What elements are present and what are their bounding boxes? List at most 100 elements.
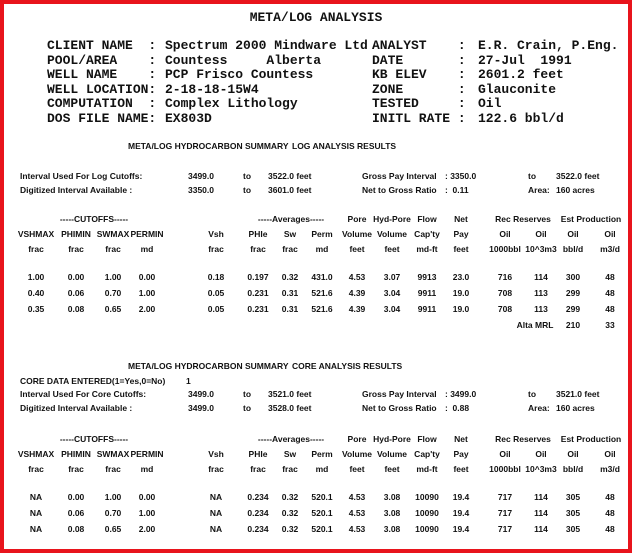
table-cell: 0.05 [207, 288, 225, 298]
column-header: Oil [499, 229, 511, 239]
field-value: E.R. Crain, P.Eng. [478, 38, 619, 53]
table-cell: 717 [497, 492, 513, 502]
column-unit: frac [282, 464, 298, 474]
table-cell: 520.1 [311, 524, 333, 534]
column-header: Sw [283, 229, 297, 239]
column-header: Cap'ty [414, 449, 440, 459]
field-label: COMPUTATION : [47, 96, 157, 111]
table-cell: 10090 [415, 524, 439, 534]
interval-text: to [243, 389, 252, 399]
table-cell: 113 [534, 304, 548, 314]
column-unit: md [315, 244, 329, 254]
title: META/LOG ANALYSIS [249, 10, 383, 25]
table-cell: 0.31 [281, 304, 299, 314]
field-value: Countess Alberta [165, 52, 322, 68]
interval-text: to [243, 185, 252, 195]
field-value: 122.6 bbl/d [478, 110, 564, 126]
table-cell: 3.04 [383, 304, 401, 314]
table-cell: 0.65 [104, 524, 122, 534]
field-label: TESTED : [372, 96, 466, 111]
field-label: INITL RATE : [372, 110, 466, 126]
column-header: Vsh [208, 229, 224, 239]
interval-text: : 0.88 [445, 403, 470, 413]
interval-text: Gross Pay Interval [362, 389, 437, 399]
table-cell: 708 [497, 304, 513, 314]
table-cell: 19.4 [452, 492, 470, 502]
column-unit: feet [453, 244, 469, 254]
table-cell: 3.07 [383, 272, 401, 282]
table-cell: 33 [605, 320, 615, 330]
table-cell: 4.53 [348, 492, 366, 502]
table-cell: 19.0 [452, 288, 470, 298]
table-cell: NA [29, 508, 43, 518]
column-unit: frac [105, 244, 121, 254]
column-unit: frac [250, 464, 266, 474]
column-header: Flow [417, 434, 437, 444]
column-unit: bbl/d [562, 464, 584, 474]
column-unit: frac [250, 244, 266, 254]
table-cell: 1.00 [104, 272, 122, 282]
column-header: Volume [376, 449, 408, 459]
column-header: SWMAX [96, 449, 130, 459]
column-unit: md [140, 464, 154, 474]
field-label: CLIENT NAME : [47, 38, 157, 53]
table-cell: 0.32 [281, 508, 299, 518]
column-header: Perm [311, 449, 333, 459]
table-cell: 305 [565, 492, 581, 502]
table-cell: 299 [565, 304, 581, 314]
table-cell: 0.197 [247, 272, 269, 282]
field-label: WELL LOCATION: [47, 81, 157, 97]
column-unit: frac [68, 244, 84, 254]
table-cell: 113 [534, 288, 548, 298]
field-label: WELL NAME : [47, 67, 157, 82]
table-cell: 48 [605, 288, 615, 298]
column-header: Pay [453, 229, 469, 239]
table-cell: 0.40 [27, 288, 45, 298]
table-cell: NA [29, 524, 43, 534]
column-header: Vsh [208, 449, 224, 459]
table-cell: 0.00 [67, 272, 85, 282]
interval-text: Area: [528, 185, 550, 195]
interval-text: 3521.0 feet [268, 389, 312, 399]
column-unit: md-ft [416, 464, 438, 474]
column-header: PHIe [248, 449, 268, 459]
table-cell: 0.00 [138, 272, 156, 282]
column-unit: feet [384, 244, 400, 254]
field-value: EX803D [165, 110, 212, 126]
column-header: PHIMIN [61, 229, 91, 239]
interval-text: Area: [528, 403, 550, 413]
field-value: Spectrum 2000 Mindware Ltd [165, 38, 368, 53]
column-header: Oil [499, 449, 511, 459]
interval-text: 3350.0 [188, 185, 214, 195]
table-cell: 0.234 [247, 524, 269, 534]
table-cell: 3.04 [383, 288, 401, 298]
interval-text: to [528, 389, 537, 399]
table-cell: 2.00 [138, 524, 156, 534]
table-cell: 114 [534, 524, 548, 534]
column-unit: 1000bbl [489, 244, 521, 254]
table-cell: 0.35 [27, 304, 45, 314]
field-value: 2601.2 feet [478, 67, 564, 82]
table-cell: 0.32 [281, 492, 299, 502]
table-cell: 48 [605, 524, 615, 534]
column-unit: feet [384, 464, 400, 474]
field-label: KB ELEV : [372, 67, 466, 82]
interval-text: : 3350.0 [445, 171, 477, 181]
table-cell: 0.32 [281, 272, 299, 282]
interval-text: 3522.0 feet [556, 171, 600, 181]
column-header: Oil [604, 229, 616, 239]
column-header: Net [454, 434, 468, 444]
column-group: -----Averages----- [257, 214, 325, 224]
column-unit: md-ft [416, 244, 438, 254]
interval-text: 3499.0 [188, 389, 214, 399]
table-cell: 9911 [417, 304, 437, 314]
table-cell: 3.08 [383, 492, 401, 502]
interval-text: to [243, 403, 252, 413]
table-cell: 4.39 [348, 288, 366, 298]
table-cell: 4.53 [348, 524, 366, 534]
table-cell: 299 [565, 288, 581, 298]
column-header: Oil [567, 449, 579, 459]
field-label: DOS FILE NAME: [47, 110, 157, 126]
column-header: Flow [417, 214, 437, 224]
